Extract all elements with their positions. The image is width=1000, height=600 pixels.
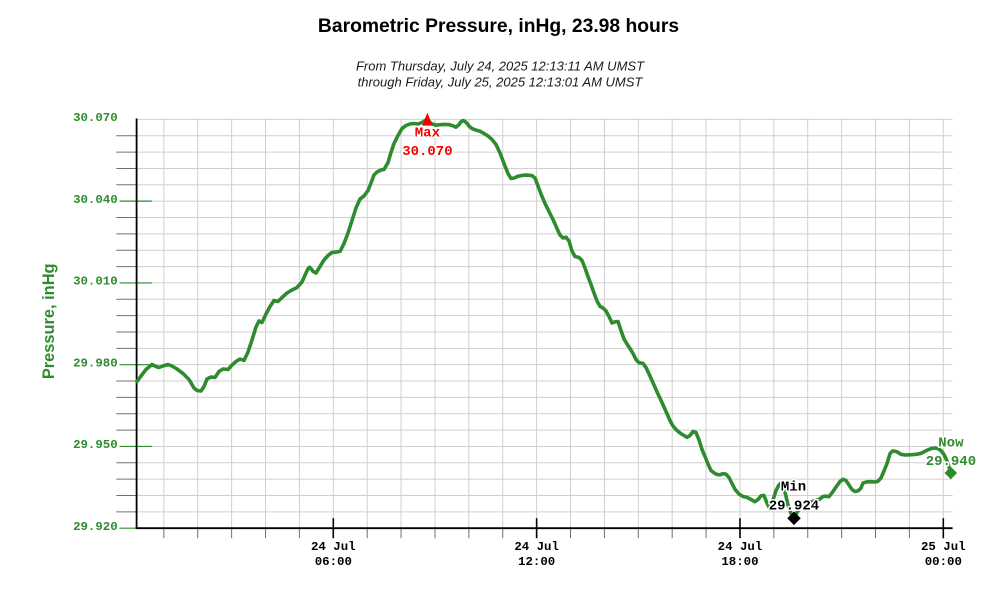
svg-text:29.940: 29.940 — [926, 454, 976, 470]
svg-text:29.920: 29.920 — [73, 520, 118, 534]
svg-text:06:00: 06:00 — [315, 555, 352, 569]
svg-text:Max: Max — [415, 126, 441, 142]
svg-text:29.924: 29.924 — [769, 499, 819, 515]
svg-text:Min: Min — [781, 480, 806, 496]
svg-text:24 Jul: 24 Jul — [311, 540, 356, 554]
svg-text:30.010: 30.010 — [73, 275, 118, 289]
svg-text:24 Jul: 24 Jul — [718, 540, 763, 554]
svg-text:Pressure, inHg: Pressure, inHg — [40, 263, 58, 379]
svg-text:30.070: 30.070 — [402, 144, 452, 160]
svg-text:29.950: 29.950 — [73, 438, 118, 452]
svg-text:Now: Now — [938, 436, 964, 452]
svg-text:through Friday, July 25, 2025: through Friday, July 25, 2025 12:13:01 A… — [358, 75, 644, 90]
svg-text:Barometric Pressure, inHg, 23.: Barometric Pressure, inHg, 23.98 hours — [318, 16, 679, 37]
svg-text:12:00: 12:00 — [518, 555, 555, 569]
svg-text:30.070: 30.070 — [73, 111, 118, 125]
svg-text:18:00: 18:00 — [721, 555, 758, 569]
svg-text:From Thursday, July 24, 2025 1: From Thursday, July 24, 2025 12:13:11 AM… — [356, 59, 645, 74]
svg-text:00:00: 00:00 — [925, 555, 962, 569]
svg-text:30.040: 30.040 — [73, 193, 118, 207]
svg-text:25 Jul: 25 Jul — [921, 540, 966, 554]
svg-text:29.980: 29.980 — [73, 356, 118, 370]
svg-text:24 Jul: 24 Jul — [514, 540, 559, 554]
